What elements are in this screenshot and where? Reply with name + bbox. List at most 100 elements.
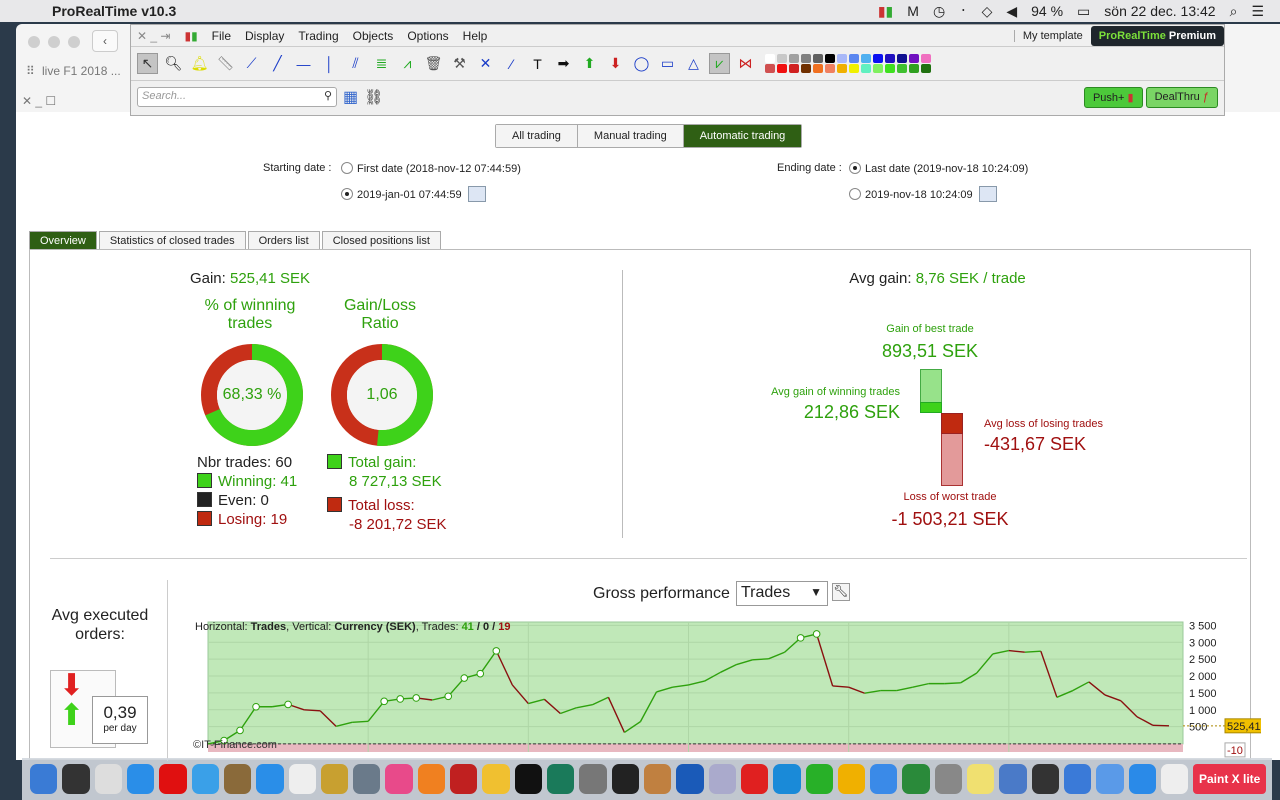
radio[interactable] xyxy=(849,162,861,174)
trash-icon[interactable]: 🗑︎ xyxy=(424,55,443,71)
dock-app-icon[interactable] xyxy=(482,764,510,794)
color-swatch[interactable] xyxy=(801,54,811,63)
color-swatch[interactable] xyxy=(825,54,835,63)
radio[interactable] xyxy=(341,188,353,200)
calendar-icon[interactable] xyxy=(467,186,486,202)
new-chart-icon[interactable]: ▦ xyxy=(343,89,359,106)
dock-app-icon[interactable] xyxy=(417,764,446,794)
start-custom-date-radio[interactable]: 2019-jan-01 07:44:59 xyxy=(341,186,486,202)
color-swatch[interactable] xyxy=(777,54,787,63)
clock[interactable]: sön 22 dec. 13:42 xyxy=(1104,3,1216,19)
dock-app-icon[interactable] xyxy=(1096,764,1124,794)
fan-icon[interactable]: ⋈ xyxy=(738,55,753,71)
trend-icon[interactable]: ⩗ xyxy=(709,53,730,74)
grid-icon[interactable]: ⠿ xyxy=(26,64,35,78)
menu-display[interactable]: Display xyxy=(245,28,285,43)
color-swatch[interactable] xyxy=(765,64,775,73)
dock-app-icon[interactable] xyxy=(579,764,607,794)
zoom-icon[interactable]: 🔍︎ xyxy=(164,55,183,71)
radio[interactable] xyxy=(341,162,353,174)
color-swatch[interactable] xyxy=(909,54,919,63)
color-swatch[interactable] xyxy=(897,54,907,63)
dock-app-icon[interactable] xyxy=(191,764,219,794)
color-swatch[interactable] xyxy=(837,64,847,73)
color-swatch[interactable] xyxy=(921,54,931,63)
color-swatch[interactable] xyxy=(789,64,799,73)
dock-app-icon[interactable] xyxy=(870,764,898,794)
line-icon[interactable]: ╱ xyxy=(273,55,282,71)
time-machine-icon[interactable]: ◷ xyxy=(932,2,946,19)
workspace-tab[interactable]: live F1 2018 ... xyxy=(42,64,121,78)
search-icon[interactable]: ⚲ xyxy=(323,90,332,102)
back-button[interactable]: ‹ xyxy=(92,30,118,52)
mode-automatic-trading[interactable]: Automatic trading xyxy=(683,125,802,147)
window-controls-inner[interactable]: ✕ _ ☐ xyxy=(22,94,57,108)
end-last-date-radio[interactable]: Last date (2019-nov-18 10:24:09) xyxy=(849,162,1028,175)
cross-icon[interactable]: ✕ xyxy=(479,55,492,71)
dock-app-icon[interactable] xyxy=(902,764,930,794)
dock-app-icon[interactable] xyxy=(1160,764,1189,794)
rectangle-icon[interactable]: ▭ xyxy=(660,55,675,71)
menu-file[interactable]: File xyxy=(211,28,232,43)
color-swatch[interactable] xyxy=(885,64,895,73)
color-swatch[interactable] xyxy=(897,64,907,73)
tab-closed-positions[interactable]: Closed positions list xyxy=(321,231,441,250)
mode-all-trading[interactable]: All trading xyxy=(496,125,578,147)
arrow-right-icon[interactable]: ➡ xyxy=(557,55,570,71)
dock-app-icon[interactable] xyxy=(288,764,316,794)
battery-percent[interactable]: 94 % xyxy=(1031,3,1064,19)
end-custom-date-radio[interactable]: 2019-nov-18 10:24:09 xyxy=(849,186,997,202)
menu-objects[interactable]: Objects xyxy=(352,28,394,43)
tools-icon[interactable]: ⚒ xyxy=(453,55,466,71)
alert-bell-icon[interactable]: 🔔︎ xyxy=(190,55,209,71)
color-swatch[interactable] xyxy=(765,54,775,63)
wrench-icon[interactable]: 🔧︎ xyxy=(832,583,850,601)
app-name[interactable]: ProRealTime v10.3 xyxy=(52,3,177,19)
dock-app-icon[interactable] xyxy=(62,764,90,794)
color-swatch[interactable] xyxy=(921,64,931,73)
ellipse-icon[interactable]: ◯ xyxy=(633,55,650,71)
color-swatch[interactable] xyxy=(873,54,883,63)
dock-app-icon[interactable] xyxy=(94,764,122,794)
color-swatch[interactable] xyxy=(849,64,859,73)
dock-app-icon[interactable] xyxy=(967,764,995,794)
dealthru-button[interactable]: DealThru ƒ xyxy=(1145,86,1218,108)
dock-app-icon[interactable] xyxy=(643,764,672,794)
arrow-down-icon[interactable]: ⬇ xyxy=(609,55,622,71)
dock-app-icon[interactable] xyxy=(1031,764,1059,794)
color-swatch[interactable] xyxy=(837,54,847,63)
tab-orders-list[interactable]: Orders list xyxy=(247,231,320,250)
malwarebytes-icon[interactable]: M xyxy=(907,3,919,19)
color-swatch[interactable] xyxy=(861,64,871,73)
mode-manual-trading[interactable]: Manual trading xyxy=(577,125,684,147)
volume-icon[interactable]: ◀ xyxy=(1006,2,1018,19)
triangle-icon[interactable]: △ xyxy=(688,55,699,71)
calendar-icon[interactable] xyxy=(978,186,997,202)
dock-app-icon[interactable] xyxy=(320,764,349,794)
spotlight-icon[interactable]: ⌕ xyxy=(1229,2,1238,19)
dock-app-icon[interactable] xyxy=(837,764,866,794)
text-icon[interactable]: T xyxy=(533,55,542,72)
color-swatch[interactable] xyxy=(825,64,835,73)
color-swatch[interactable] xyxy=(813,54,823,63)
parallel-lines-icon[interactable]: ⫽ xyxy=(352,55,359,71)
dock-app-icon[interactable] xyxy=(547,764,575,794)
dock-paint-x-lite[interactable]: Paint X lite xyxy=(1193,764,1267,794)
color-swatch[interactable] xyxy=(849,54,859,63)
dock-app-icon[interactable] xyxy=(999,764,1027,794)
toolbar-window-controls[interactable]: ✕ _ ⇥ xyxy=(137,28,171,43)
dock-app-icon[interactable] xyxy=(1128,764,1156,794)
tab-statistics[interactable]: Statistics of closed trades xyxy=(98,231,246,250)
color-swatch[interactable] xyxy=(909,64,919,73)
color-swatch[interactable] xyxy=(861,54,871,63)
dock-app-icon[interactable] xyxy=(159,764,187,794)
color-swatch[interactable] xyxy=(873,64,883,73)
color-swatch[interactable] xyxy=(777,64,787,73)
channel-icon[interactable]: ⩘ xyxy=(403,55,412,71)
dock-app-icon[interactable] xyxy=(256,764,284,794)
dock-app-icon[interactable] xyxy=(611,764,639,794)
push-plus-button[interactable]: Push+ ▮ xyxy=(1083,86,1143,108)
dock-app-icon[interactable] xyxy=(223,764,252,794)
dock-app-icon[interactable] xyxy=(126,764,155,794)
menu-options[interactable]: Options xyxy=(407,28,449,43)
